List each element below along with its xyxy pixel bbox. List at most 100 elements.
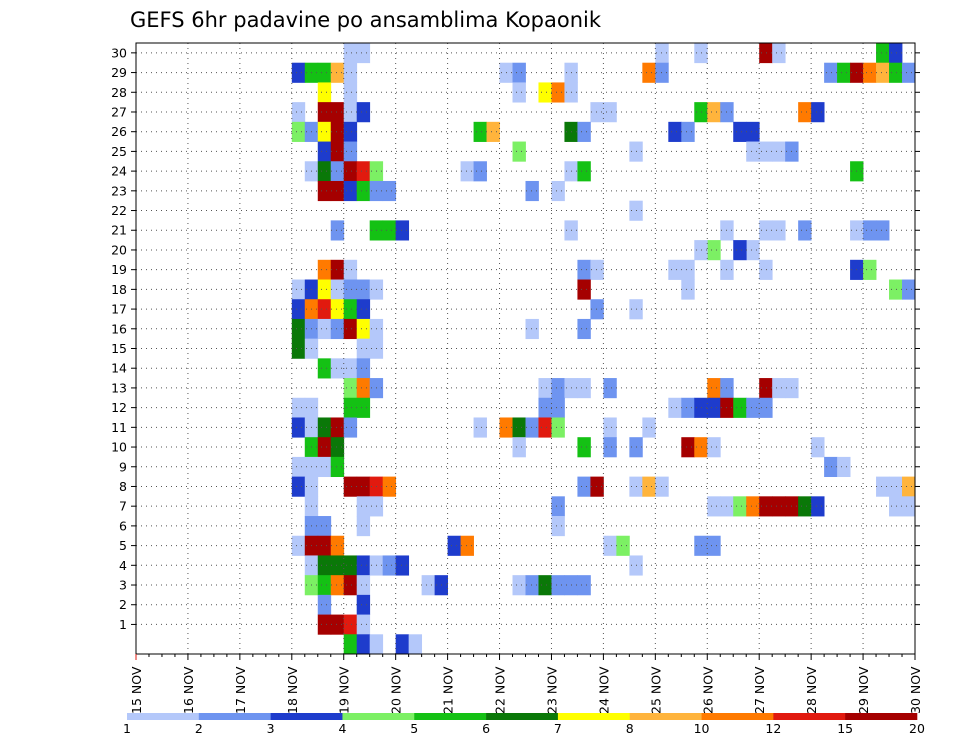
- plot-frame: [135, 42, 916, 655]
- heatmap-cell: [291, 456, 306, 478]
- heatmap-cell: [343, 555, 358, 576]
- heatmap-cell: [603, 535, 617, 556]
- heatmap-cell: [512, 62, 526, 83]
- heatmap-cell: [317, 180, 332, 202]
- heatmap-cell: [330, 161, 345, 182]
- heatmap-cell: [590, 259, 604, 280]
- y-tick-label: 20: [111, 242, 127, 257]
- heatmap-cell: [473, 121, 487, 142]
- heatmap-cell: [707, 240, 721, 261]
- y-tick-label: 16: [111, 321, 127, 336]
- heatmap-cell: [291, 318, 306, 340]
- legend: 1 2 3 4 5 6 7 8 10 12 15 20: [123, 713, 925, 736]
- heatmap-cell: [356, 397, 371, 418]
- heatmap-cell: [317, 62, 332, 83]
- heatmap-cell: [330, 259, 345, 280]
- heatmap-cell: [746, 397, 760, 418]
- heatmap-cell: [343, 180, 358, 202]
- legend-label: 4: [338, 721, 346, 736]
- x-tick-label: 17 NOV: [233, 666, 248, 714]
- heatmap-cell: [330, 555, 345, 576]
- heatmap-cell: [681, 397, 695, 418]
- heatmap-cell: [382, 220, 397, 241]
- heatmap-cell: [759, 496, 773, 517]
- legend-label: 10: [694, 721, 710, 736]
- heatmap-cell: [356, 318, 371, 340]
- heatmap-cell: [317, 417, 332, 438]
- heatmap-cell: [356, 634, 371, 655]
- heatmap-cell: [837, 62, 851, 83]
- x-tick-label: 30 NOV: [908, 666, 923, 714]
- heatmap-cell: [603, 378, 617, 399]
- heatmap-cell: [551, 180, 565, 202]
- heatmap-cell: [811, 437, 825, 458]
- heatmap-cell: [551, 397, 565, 418]
- heatmap-cell: [343, 614, 358, 635]
- heatmap-cell: [343, 82, 358, 103]
- heatmap-cell: [356, 161, 371, 182]
- heatmap-cell: [343, 62, 358, 83]
- heatmap-cell: [317, 516, 332, 537]
- heatmap-cell: [330, 299, 345, 320]
- heatmap-cell: [473, 417, 487, 438]
- heatmap-cell: [746, 240, 760, 261]
- heatmap-cell: [577, 259, 591, 280]
- heatmap-cell: [746, 496, 760, 517]
- heatmap-cell: [668, 121, 682, 142]
- heatmap-cell: [525, 180, 539, 202]
- y-tick-label: 13: [111, 380, 127, 395]
- x-tick-label: 15 NOV: [129, 666, 144, 714]
- heatmap-cell: [291, 535, 306, 556]
- heatmap-cell: [577, 161, 591, 182]
- heatmap-cell: [759, 43, 773, 64]
- heatmap-cell: [655, 62, 669, 83]
- heatmap-cell: [512, 141, 526, 162]
- heatmap-cell: [733, 397, 747, 418]
- heatmap-cell: [642, 62, 656, 83]
- heatmap-cell: [551, 417, 565, 438]
- legend-label: 3: [267, 721, 275, 736]
- y-tick-label: 19: [111, 262, 127, 277]
- heatmap-cell: [356, 516, 371, 537]
- heatmap-cell: [863, 259, 877, 280]
- y-tick-label: 22: [111, 203, 127, 218]
- heatmap-cell: [343, 279, 358, 300]
- heatmap-cell: [902, 62, 916, 83]
- legend-label: 20: [909, 721, 925, 736]
- legend-swatch: [629, 713, 702, 720]
- heatmap-cell: [772, 496, 786, 517]
- heatmap-cell: [291, 62, 306, 83]
- heatmap-cell: [343, 161, 358, 182]
- heatmap-cell: [707, 378, 721, 399]
- heatmap-cell: [577, 575, 591, 596]
- heatmap-cell: [317, 161, 332, 182]
- heatmap-cell: [538, 575, 552, 596]
- heatmap-cell: [330, 456, 345, 478]
- heatmap-cell: [681, 279, 695, 300]
- grid: [136, 43, 915, 654]
- heatmap-cell: [525, 417, 539, 438]
- heatmap-cell: [291, 279, 306, 300]
- heatmap-cell: [876, 62, 890, 83]
- heatmap-cell: [889, 43, 903, 64]
- heatmap-cell: [512, 82, 526, 103]
- heatmap-cell: [642, 417, 656, 438]
- heatmap-cell: [694, 240, 708, 261]
- heatmap-cell: [733, 496, 747, 517]
- heatmap-cell: [590, 299, 604, 320]
- legend-swatch: [773, 713, 846, 720]
- heatmap-cell: [707, 102, 721, 123]
- heatmap-cell: [356, 358, 371, 379]
- x-tick-label: 26 NOV: [700, 666, 715, 714]
- x-tick-label: 28 NOV: [804, 666, 819, 714]
- heatmap-cell: [291, 397, 306, 418]
- legend-label: 8: [626, 721, 634, 736]
- heatmap-cell: [343, 417, 358, 438]
- heatmap-cell: [382, 555, 397, 576]
- heatmap-cell: [291, 102, 306, 123]
- heatmap-cell: [551, 575, 565, 596]
- heatmap-cell: [460, 535, 474, 556]
- x-axis: 15 NOV 16 NOV 17 NOV 18 NOV 19 NOV 20 NOV 21 N…: [129, 654, 923, 714]
- heatmap-cell: [317, 456, 332, 478]
